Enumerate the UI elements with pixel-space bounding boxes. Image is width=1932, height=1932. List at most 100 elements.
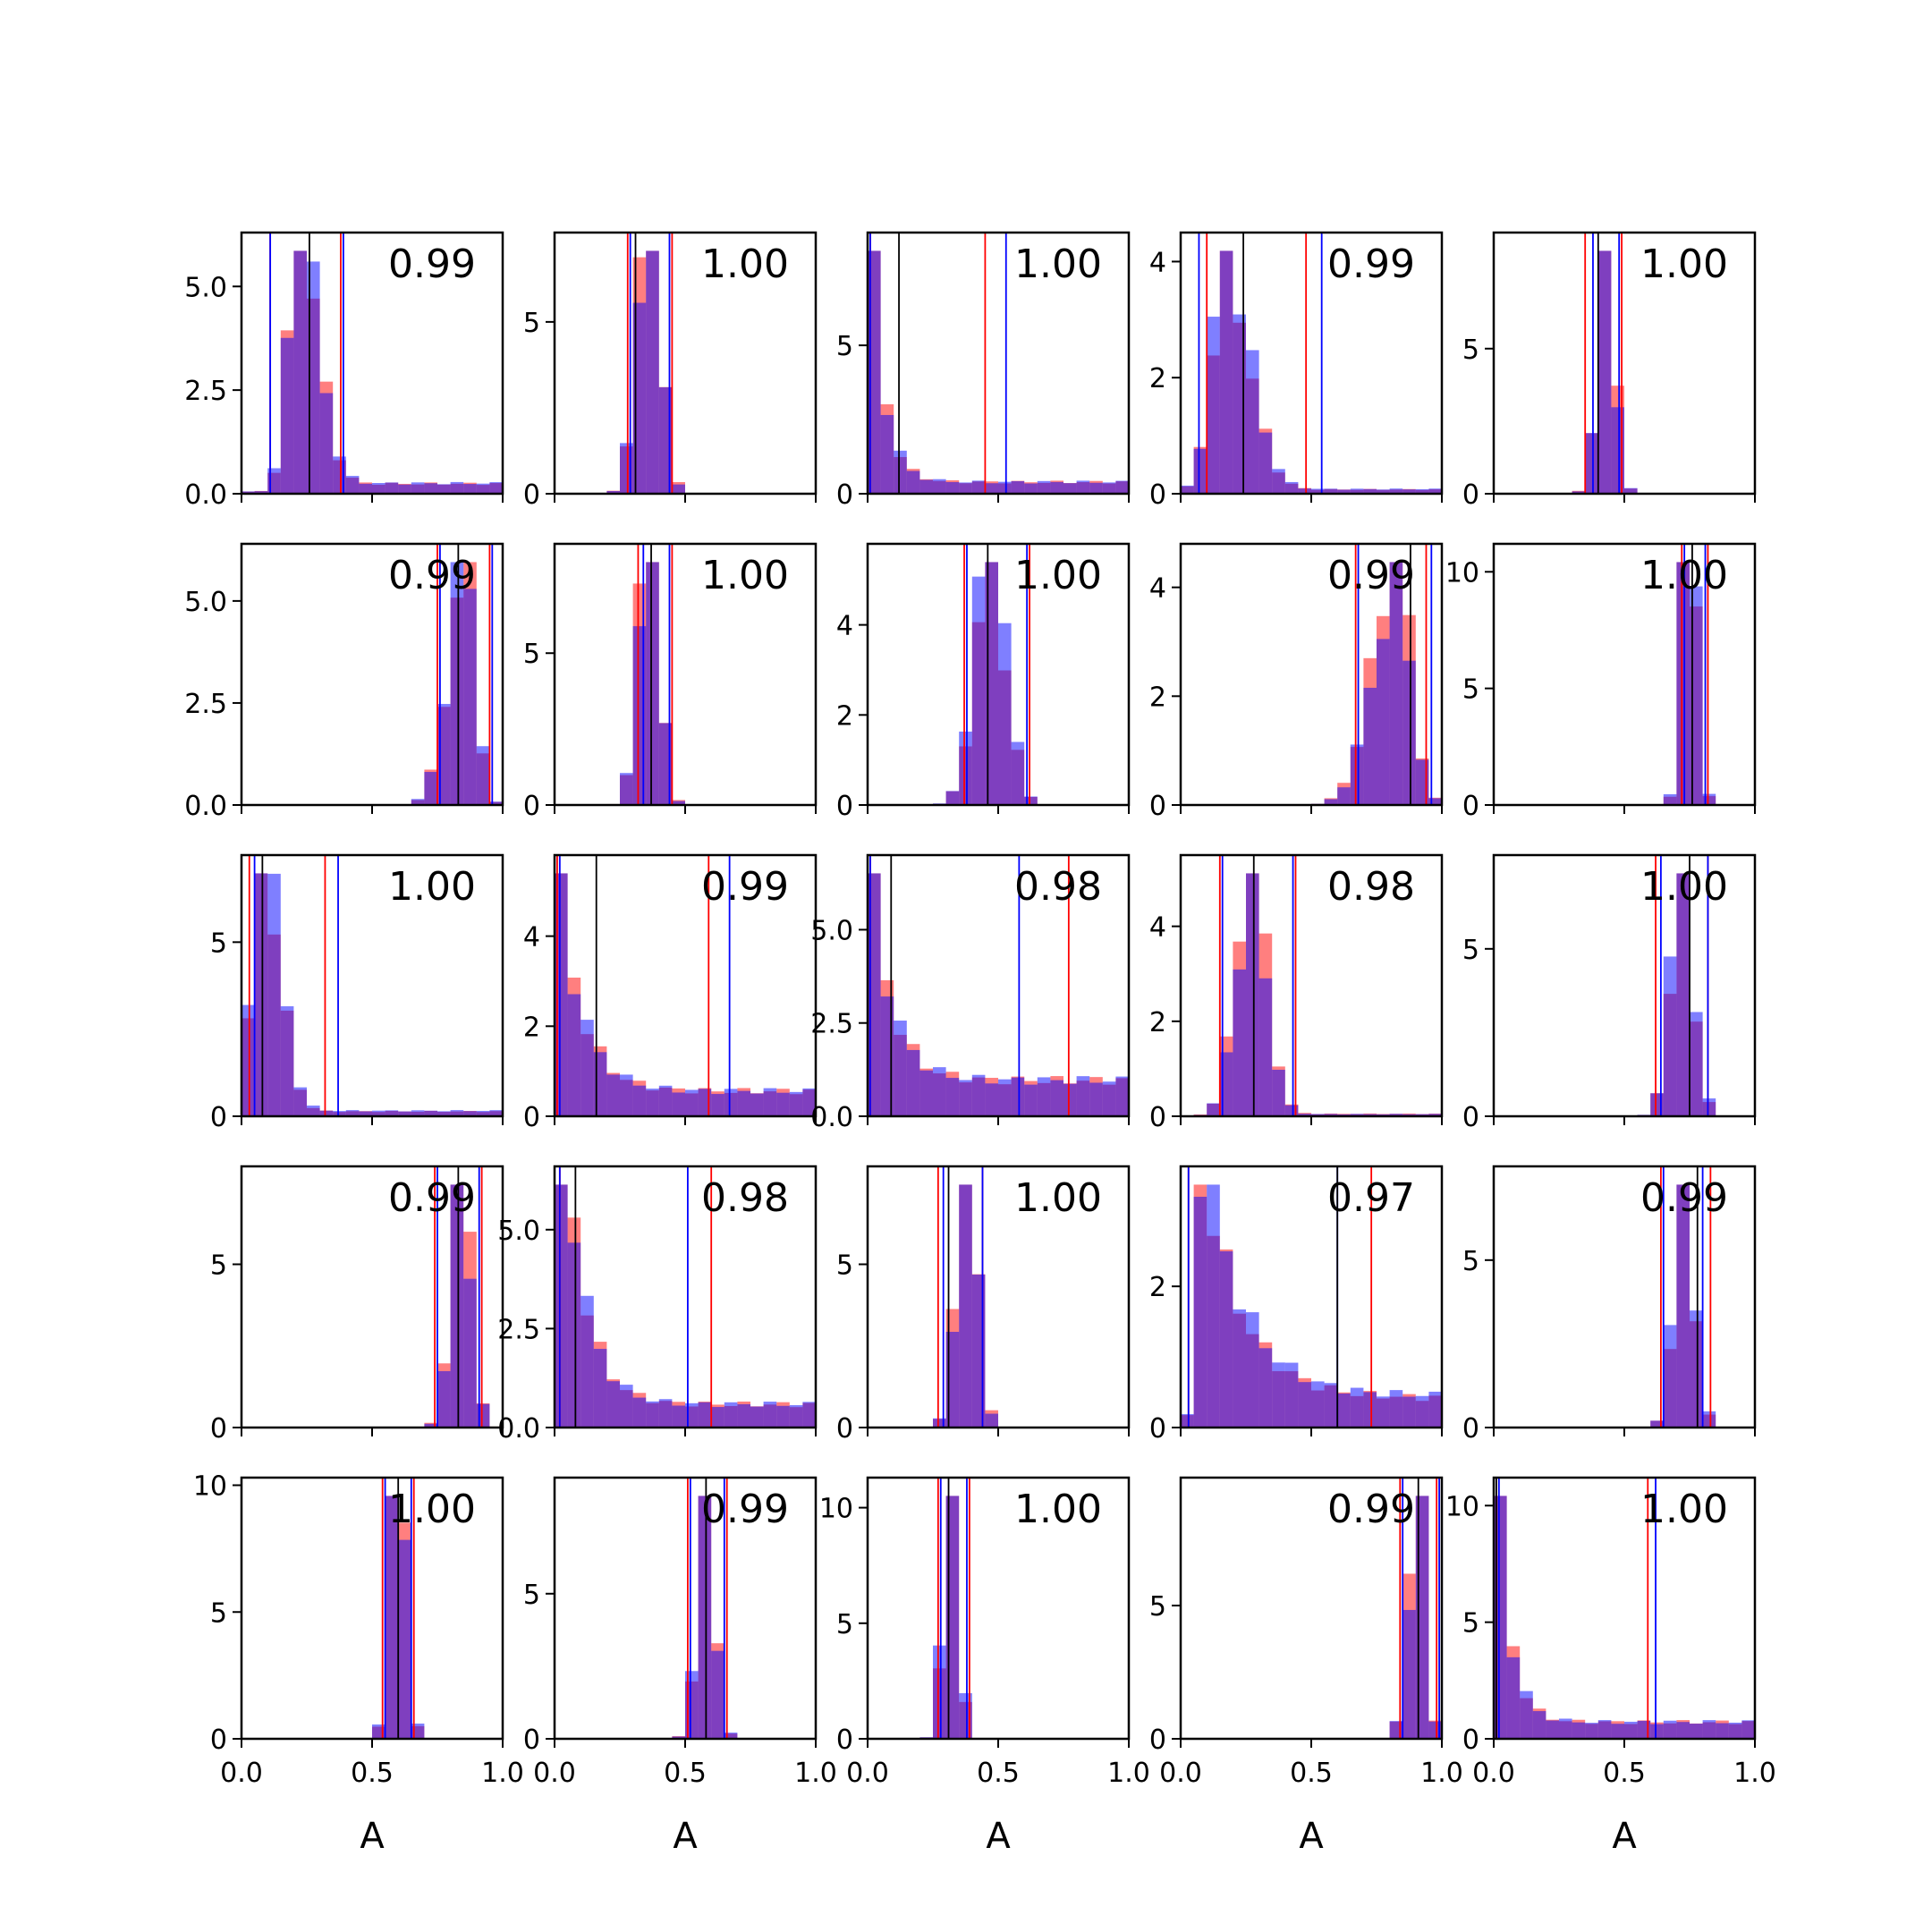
blue-bar	[1377, 489, 1390, 494]
blue-bar	[463, 589, 477, 805]
blue-bar	[1258, 432, 1273, 494]
y-tick-label: 0	[1149, 1724, 1166, 1756]
y-tick-label: 2	[1149, 1007, 1166, 1038]
blue-bar	[1572, 491, 1586, 494]
blue-bar	[985, 483, 998, 494]
blue-bar	[1690, 1310, 1703, 1428]
panel-value-label: 0.98	[1327, 864, 1415, 910]
blue-bar	[750, 1406, 764, 1428]
x-tick-label: 0.0	[220, 1758, 263, 1789]
blue-bar	[1559, 1718, 1572, 1739]
y-tick-label: 0.0	[497, 1413, 540, 1445]
panel-1-5: 051.00	[1462, 231, 1757, 511]
y-tick-label: 0	[836, 1413, 853, 1445]
blue-bar	[1428, 1391, 1442, 1428]
panel-1-3: 051.00	[836, 231, 1131, 511]
blue-bar	[476, 483, 490, 494]
blue-bar	[945, 791, 960, 805]
blue-bar	[672, 1092, 685, 1116]
panel-value-label: 1.00	[1014, 1175, 1102, 1221]
blue-bar	[1428, 798, 1442, 805]
panel-value-label: 1.00	[1640, 1487, 1728, 1532]
y-tick-label: 5	[1462, 1246, 1479, 1277]
blue-bar	[620, 1074, 633, 1116]
blue-bar	[945, 481, 960, 494]
blue-bar	[606, 490, 620, 494]
blue-bar	[1728, 1722, 1742, 1739]
blue-bar	[1663, 793, 1677, 805]
panel-2-3: 0 2 4 1.00	[836, 542, 1131, 822]
panel-value-label: 1.00	[1014, 1487, 1102, 1532]
blue-bar	[1428, 1114, 1442, 1116]
blue-bar	[763, 1402, 777, 1428]
blue-bar	[567, 994, 581, 1116]
blue-bar	[620, 773, 633, 805]
blue-bar	[698, 1496, 712, 1739]
y-tick-label: 4	[1149, 912, 1166, 944]
blue-bar	[1572, 1722, 1586, 1739]
y-tick-label: 0	[523, 791, 540, 822]
blue-bar	[763, 1088, 777, 1116]
blue-bar	[580, 1020, 594, 1116]
blue-bar	[1324, 799, 1338, 805]
blue-bar	[1624, 487, 1638, 494]
blue-bar	[1076, 480, 1090, 494]
blue-bar	[1676, 1722, 1690, 1739]
blue-bar	[685, 1089, 699, 1116]
y-tick-label: 0	[1462, 1724, 1479, 1756]
y-tick-label: 5	[523, 308, 540, 339]
blue-bar	[437, 1111, 451, 1116]
blue-bar	[1011, 741, 1025, 805]
panel-value-label: 1.00	[1640, 553, 1728, 598]
blue-bar	[476, 1111, 490, 1116]
blue-bar	[254, 873, 268, 1116]
x-tick-label: 0.0	[1472, 1758, 1515, 1789]
blue-bar	[1272, 1070, 1285, 1116]
blue-bar	[372, 1110, 386, 1116]
blue-bar	[906, 470, 920, 494]
x-tick-label: 0.5	[1603, 1758, 1646, 1789]
blue-bar	[1690, 1012, 1703, 1116]
blue-bar	[1284, 1362, 1299, 1428]
y-tick-label: 0	[210, 1724, 227, 1756]
blue-bar	[1024, 483, 1038, 494]
panel-3-2: 0 2 4 0.99	[523, 853, 818, 1133]
blue-bar	[345, 476, 360, 494]
blue-bar	[1219, 250, 1233, 494]
blue-bar	[971, 576, 986, 805]
blue-bar	[1258, 1348, 1273, 1428]
blue-bar	[476, 746, 490, 805]
blue-bar	[1181, 1413, 1194, 1428]
blue-bar	[319, 1110, 334, 1116]
blue-bar	[880, 414, 894, 494]
y-tick-label: 5	[210, 928, 227, 959]
blue-bar	[985, 1083, 998, 1116]
blue-bar	[1402, 489, 1416, 494]
blue-bar	[463, 1111, 477, 1116]
blue-bar	[567, 1242, 581, 1428]
blue-bar	[1676, 1184, 1690, 1428]
blue-bar	[372, 483, 386, 494]
blue-bar	[489, 801, 503, 805]
blue-bar	[463, 1278, 477, 1428]
y-tick-label: 0	[523, 479, 540, 511]
x-tick-label: 0.5	[1290, 1758, 1333, 1789]
blue-bar	[333, 1111, 346, 1116]
blue-bar	[437, 484, 451, 494]
y-tick-label: 2	[1149, 363, 1166, 394]
blue-bar	[1076, 1076, 1090, 1116]
blue-bar	[437, 1370, 451, 1428]
blue-bar	[959, 482, 972, 494]
y-tick-label: 0.0	[184, 791, 227, 822]
blue-bar	[1311, 1114, 1325, 1116]
blue-bar	[242, 491, 255, 494]
panel-value-label: 0.98	[1014, 864, 1102, 910]
y-tick-label: 0	[1462, 1413, 1479, 1445]
y-tick-label: 0	[1149, 1102, 1166, 1133]
blue-bar	[672, 801, 685, 805]
blue-bar	[280, 1006, 294, 1116]
blue-bar	[1233, 1309, 1246, 1428]
panel-2-5: 0 5 10 1.00	[1445, 542, 1757, 822]
